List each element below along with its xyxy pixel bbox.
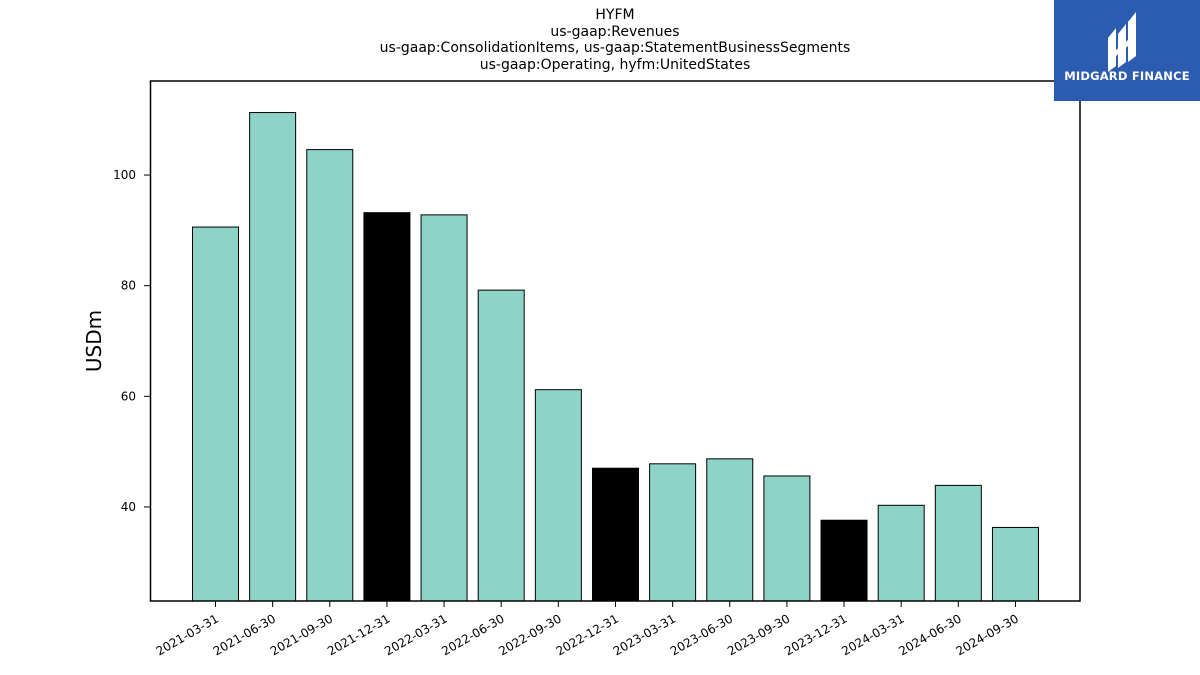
bar-2024-06-30 (934, 484, 982, 602)
x-tick-label: 2021-03-31 (154, 611, 221, 658)
bar-2024-03-31 (877, 504, 925, 602)
x-tick-label: 2024-03-31 (839, 611, 906, 658)
y-tick-label: 60 (121, 389, 136, 403)
y-axis-label: USDm (82, 310, 106, 372)
bar-2021-12-31 (363, 212, 411, 602)
x-tick-label: 2022-06-30 (439, 611, 506, 658)
bar-2021-09-30 (306, 149, 354, 602)
bar-2022-03-31 (420, 214, 468, 602)
chart-title-line: us-gaap:Operating, hyfm:UnitedStates (479, 56, 751, 73)
x-tick-label: 2023-09-30 (725, 611, 792, 658)
bar-2022-09-30 (534, 389, 582, 602)
chart-title-line: us-gaap:ConsolidationItems, us-gaap:Stat… (379, 40, 851, 56)
bar-2023-03-31 (649, 463, 697, 602)
x-tick-label: 2024-09-30 (954, 611, 1021, 658)
x-tick-label: 2022-12-31 (554, 611, 621, 658)
bar-2022-12-31 (591, 467, 639, 602)
x-tick-label: 2024-06-30 (896, 611, 963, 658)
midgard-logo: MIDGARD FINANCE (1054, 0, 1200, 101)
chart-title-line: us-gaap:Revenues (550, 23, 680, 40)
y-tick-label: 40 (121, 500, 136, 514)
bar-2023-09-30 (763, 475, 811, 602)
y-tick-label: 80 (121, 279, 136, 293)
y-tick-label: 100 (113, 168, 136, 182)
x-tick-label: 2021-06-30 (211, 611, 278, 658)
bar-2024-09-30 (991, 526, 1039, 602)
x-tick-label: 2022-09-30 (496, 611, 563, 658)
x-tick-label: 2023-12-31 (782, 611, 849, 658)
chart-title: HYFM us-gaap:Revenues us-gaap:Consolidat… (150, 7, 1080, 73)
x-tick-label: 2021-12-31 (325, 611, 392, 658)
bar-2023-12-31 (820, 519, 868, 602)
bar-2022-06-30 (477, 289, 525, 602)
bar-2021-03-31 (192, 226, 239, 602)
x-tick-label: 2021-09-30 (268, 611, 335, 658)
chart-title-line: HYFM (595, 7, 635, 23)
logo-text: MIDGARD FINANCE (1064, 69, 1190, 83)
bar-2021-06-30 (249, 112, 297, 602)
x-tick-label: 2023-03-31 (611, 611, 678, 658)
x-tick-label: 2023-06-30 (668, 611, 735, 658)
x-tick-label: 2022-03-31 (382, 611, 449, 658)
midgard-logo-icon (1108, 12, 1136, 72)
bar-2023-06-30 (706, 458, 754, 602)
